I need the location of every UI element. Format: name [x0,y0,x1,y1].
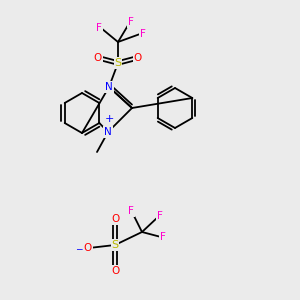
Text: O: O [94,53,102,63]
Text: F: F [96,23,102,33]
Text: F: F [160,232,166,242]
Text: N: N [104,127,112,137]
Text: O: O [111,214,119,224]
Text: F: F [157,211,163,221]
Text: F: F [140,29,146,39]
Text: O: O [111,266,119,276]
Text: O: O [134,53,142,63]
Text: F: F [128,17,134,27]
Text: O: O [84,243,92,253]
Text: F: F [128,206,134,216]
Text: +: + [104,114,114,124]
Text: N: N [105,82,113,92]
Text: S: S [114,58,122,68]
Text: S: S [111,240,118,250]
Text: −: − [75,244,83,253]
